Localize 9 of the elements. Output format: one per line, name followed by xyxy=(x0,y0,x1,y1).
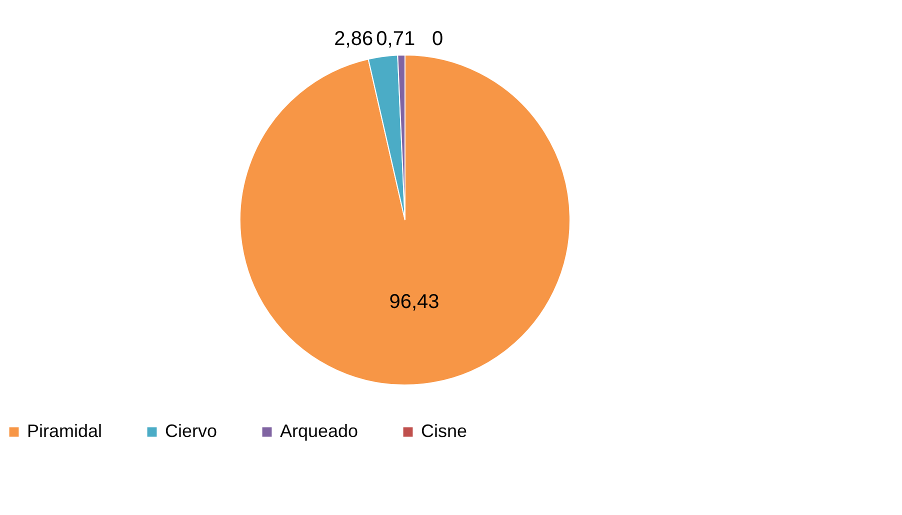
pie-slice xyxy=(240,54,570,386)
legend-label: Piramidal xyxy=(27,421,102,441)
data-label: 0,71 xyxy=(376,28,416,50)
data-label: 96,43 xyxy=(389,290,440,313)
legend-label: Arqueado xyxy=(280,421,358,441)
legend-label: Ciervo xyxy=(165,421,218,441)
legend-label: Cisne xyxy=(421,421,468,441)
data-label: 2,86 xyxy=(334,28,374,50)
text: 0 xyxy=(432,28,444,50)
